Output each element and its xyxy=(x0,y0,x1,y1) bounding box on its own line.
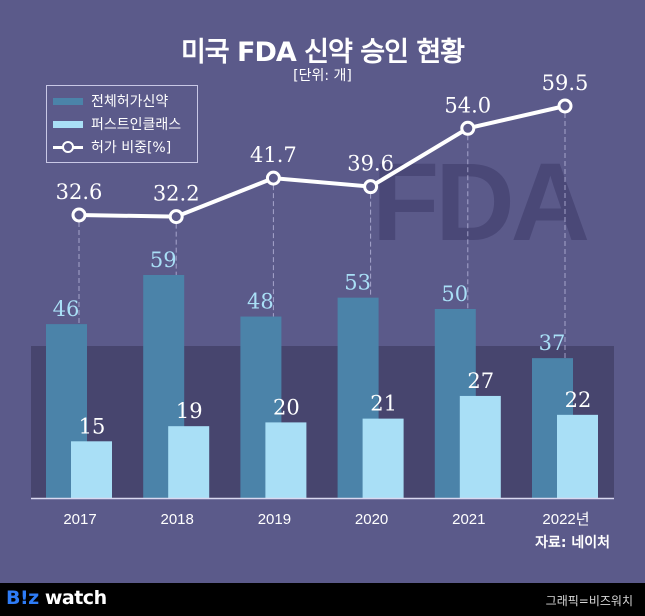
bar-first-2021 xyxy=(459,395,501,498)
bar-first-2019 xyxy=(265,422,307,498)
legend-label: 퍼스트인클래스 xyxy=(91,117,182,133)
ratio-marker-2020 xyxy=(363,179,379,195)
data-label-first: 21 xyxy=(370,392,397,416)
x-tick-label: 2019 xyxy=(258,511,291,528)
logo-biz: B!z xyxy=(6,587,39,609)
fda-watermark: FDA xyxy=(372,141,588,264)
data-label-ratio: 59.5 xyxy=(542,71,589,95)
ratio-marker-2018 xyxy=(168,209,184,225)
data-label-total: 53 xyxy=(344,271,371,295)
labels-first: 15 19 20 21 27 22 xyxy=(79,369,592,438)
labels-ratio: 32.6 32.2 41.7 39.6 54.0 59.5 xyxy=(56,71,589,206)
data-label-first: 27 xyxy=(467,369,494,393)
legend-item-ratio: 허가 비중[%] xyxy=(53,136,171,158)
ratio-marker-2017 xyxy=(71,207,87,223)
legend: 전체허가신약 퍼스트인클래스 허가 비중[%] xyxy=(46,85,198,163)
x-tick-label: 2017 xyxy=(63,511,96,528)
bars-first xyxy=(71,395,598,498)
data-label-ratio: 32.2 xyxy=(153,182,200,206)
data-label-first: 19 xyxy=(176,399,203,423)
data-label-first: 22 xyxy=(565,388,592,412)
x-tick-label: 2021 xyxy=(452,511,485,528)
source-note: 자료: 네이처 xyxy=(535,535,610,551)
bar-first-2022년 xyxy=(557,414,598,498)
bar-first-2017 xyxy=(71,441,112,498)
data-label-total: 59 xyxy=(150,248,177,272)
data-label-ratio: 54.0 xyxy=(444,93,491,117)
legend-item-total: 전체허가신약 xyxy=(53,90,168,112)
legend-line-marker-icon xyxy=(53,141,83,153)
ratio-marker-2021 xyxy=(460,120,476,136)
logo-watch: watch xyxy=(44,587,107,609)
x-tick-label: 2018 xyxy=(161,511,194,528)
data-label-ratio: 41.7 xyxy=(250,143,297,167)
bar-first-2020 xyxy=(362,418,404,498)
data-label-ratio: 39.6 xyxy=(347,152,394,176)
data-label-total: 48 xyxy=(247,290,274,314)
data-label-total: 46 xyxy=(53,297,80,321)
x-tick-labels: 2017 2018 2019 2020 2021 2022년 xyxy=(63,511,589,528)
ratio-line xyxy=(78,104,566,219)
bars-total xyxy=(46,274,573,498)
data-label-total: 37 xyxy=(539,331,566,355)
ratio-marker-2022년 xyxy=(557,98,573,114)
data-label-first: 15 xyxy=(79,414,106,438)
background-band xyxy=(31,346,614,498)
ratio-markers xyxy=(71,98,573,225)
bar-first-2018 xyxy=(168,426,210,498)
data-label-first: 20 xyxy=(273,395,300,419)
x-tick-label: 2022년 xyxy=(542,511,589,528)
legend-swatch-first xyxy=(53,120,83,128)
data-label-ratio: 32.6 xyxy=(56,180,103,204)
chart-title: 미국 FDA 신약 승인 현황 xyxy=(180,37,465,68)
graphic-credit: 그래픽=비즈워치 xyxy=(545,594,633,608)
chart-unit: [단위: 개] xyxy=(293,68,352,84)
bizwatch-logo[interactable]: B!z watch xyxy=(6,587,107,609)
x-tick-label: 2020 xyxy=(355,511,388,528)
labels-total: 46 59 48 53 50 37 xyxy=(53,248,566,355)
ratio-marker-2019 xyxy=(265,170,281,186)
legend-swatch-total xyxy=(53,97,83,105)
data-label-total: 50 xyxy=(441,282,468,306)
legend-item-first: 퍼스트인클래스 xyxy=(53,113,181,135)
legend-label: 전체허가신약 xyxy=(91,94,169,110)
legend-label: 허가 비중[%] xyxy=(91,140,172,156)
dash-guides xyxy=(78,113,566,359)
footer-bar: B!z watch 그래픽=비즈워치 xyxy=(0,583,645,616)
